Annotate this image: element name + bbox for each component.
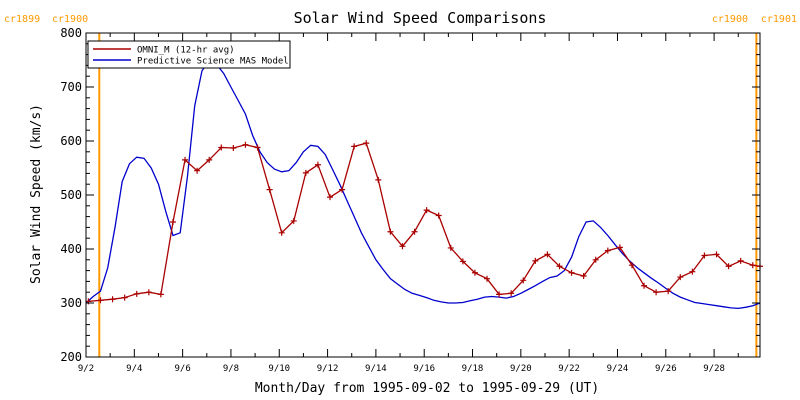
x-tick-label: 9/12 bbox=[317, 364, 339, 374]
data-point bbox=[375, 176, 382, 183]
rotation-label-left: cr1899 bbox=[4, 14, 40, 25]
data-point bbox=[157, 291, 164, 298]
rotation-label-right: cr1901 bbox=[761, 14, 797, 25]
data-point bbox=[290, 217, 297, 224]
data-point bbox=[254, 144, 261, 151]
data-point bbox=[423, 207, 430, 214]
data-point bbox=[677, 274, 684, 281]
y-tick-label: 200 bbox=[60, 350, 82, 364]
x-tick-label: 9/14 bbox=[365, 364, 387, 374]
x-tick-label: 9/10 bbox=[268, 364, 290, 374]
data-point bbox=[145, 289, 152, 296]
series-layer bbox=[85, 60, 763, 310]
legend-label: Predictive Science MAS Model bbox=[137, 57, 289, 67]
data-point bbox=[641, 282, 648, 289]
y-tick-label: 500 bbox=[60, 188, 82, 202]
y-tick-label: 300 bbox=[60, 296, 82, 310]
data-point bbox=[351, 143, 358, 150]
x-tick-label: 9/4 bbox=[126, 364, 142, 374]
x-tick-label: 9/6 bbox=[174, 364, 190, 374]
data-point bbox=[266, 186, 273, 193]
data-point bbox=[447, 244, 454, 251]
data-point bbox=[580, 273, 587, 279]
y-tick-label: 800 bbox=[60, 26, 82, 40]
data-point bbox=[97, 297, 104, 304]
data-point bbox=[653, 289, 660, 296]
data-point bbox=[749, 262, 756, 269]
x-tick-label: 9/2 bbox=[78, 364, 94, 374]
data-point bbox=[435, 212, 442, 219]
legend-label: OMNI_M (12-hr avg) bbox=[137, 46, 235, 56]
x-tick-label: 9/8 bbox=[223, 364, 239, 374]
y-tick-label: 600 bbox=[60, 134, 82, 148]
data-point bbox=[689, 268, 696, 275]
data-point bbox=[459, 258, 466, 265]
data-point bbox=[616, 244, 623, 251]
x-axis-label: Month/Day from 1995-09-02 to 1995-09-29 … bbox=[255, 381, 599, 396]
data-point bbox=[182, 156, 189, 163]
data-point bbox=[242, 141, 249, 148]
data-point bbox=[520, 277, 527, 284]
legend: OMNI_M (12-hr avg)Predictive Science MAS… bbox=[87, 40, 291, 69]
rotation-label-right: cr1900 bbox=[52, 14, 88, 25]
data-point bbox=[532, 257, 539, 264]
data-point bbox=[592, 256, 599, 263]
rotation-label-left: cr1900 bbox=[712, 14, 748, 25]
data-point bbox=[725, 263, 732, 270]
x-tick-label: 9/28 bbox=[703, 364, 725, 374]
x-tick-label: 9/18 bbox=[462, 364, 484, 374]
x-tick-label: 9/26 bbox=[655, 364, 677, 374]
data-point bbox=[713, 251, 720, 258]
data-point bbox=[387, 228, 394, 235]
data-point bbox=[206, 156, 213, 163]
data-point bbox=[169, 219, 176, 225]
data-point bbox=[363, 140, 370, 147]
axes: 200 300 400 500 600 700 800 9/2 9/4 9/6 9/8 9/10 9/1… bbox=[60, 26, 761, 374]
x-tick-label: 9/22 bbox=[558, 364, 580, 374]
legend-box bbox=[87, 40, 291, 69]
chart-title: Solar Wind Speed Comparisons bbox=[294, 9, 547, 27]
data-point bbox=[411, 228, 418, 235]
data-point bbox=[628, 262, 635, 269]
data-point bbox=[471, 269, 478, 276]
data-point bbox=[484, 275, 491, 282]
y-tick-label: 400 bbox=[60, 242, 82, 256]
data-point bbox=[326, 194, 333, 201]
data-point bbox=[604, 247, 611, 254]
data-point bbox=[230, 145, 237, 152]
data-point bbox=[121, 294, 128, 301]
data-point bbox=[399, 243, 406, 250]
data-point bbox=[339, 186, 346, 193]
data-point bbox=[568, 269, 575, 276]
y-axis-label: Solar Wind Speed (km/s) bbox=[29, 104, 44, 284]
data-point bbox=[133, 290, 140, 297]
y-tick-label: 700 bbox=[60, 80, 82, 94]
x-tick-label: 9/24 bbox=[607, 364, 629, 374]
x-tick-label: 9/16 bbox=[413, 364, 435, 374]
series-line-mas-model bbox=[85, 60, 761, 310]
data-point bbox=[737, 257, 744, 264]
data-point bbox=[556, 263, 563, 270]
data-point bbox=[218, 144, 225, 151]
data-point bbox=[665, 288, 672, 295]
data-point bbox=[701, 252, 708, 259]
data-point bbox=[544, 251, 551, 258]
data-point bbox=[302, 169, 309, 176]
data-point bbox=[496, 291, 503, 298]
data-point bbox=[109, 296, 116, 303]
x-tick-label: 9/20 bbox=[510, 364, 532, 374]
data-point bbox=[194, 167, 201, 174]
data-point bbox=[314, 161, 321, 168]
data-point bbox=[278, 229, 285, 236]
data-point bbox=[508, 290, 515, 297]
